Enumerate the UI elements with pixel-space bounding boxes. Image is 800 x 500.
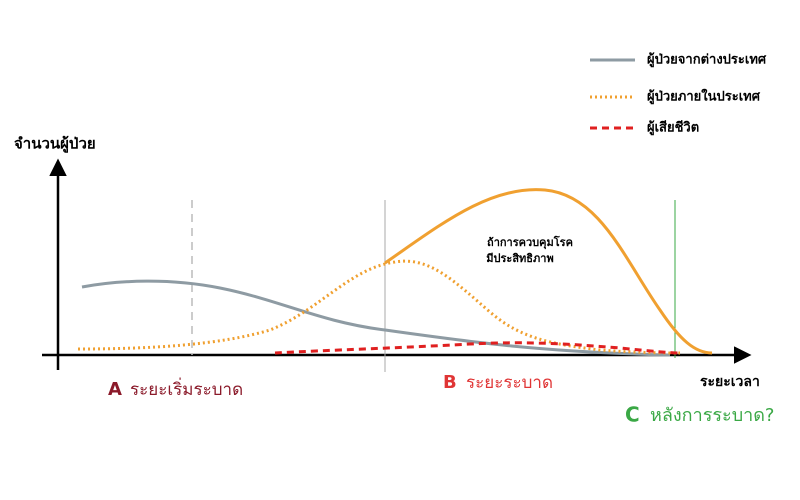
phase-letter: C: [625, 403, 640, 427]
y-axis-label: จำนวนผู้ป่วย: [14, 135, 96, 154]
phase-letter: B: [443, 372, 457, 393]
legend-label: ผู้ป่วยจากต่างประเทศ: [647, 52, 767, 68]
phase-label: ระยะระบาด: [466, 373, 553, 393]
annotation: ถ้าการควบคุมโรค: [487, 235, 573, 250]
annotation: มีประสิทธิภาพ: [486, 252, 553, 265]
phase-label: ระยะเริ่มระบาด: [130, 377, 243, 400]
local-cases-curve: [77, 259, 681, 355]
local-cases-uncontrolled-curve: [384, 188, 713, 355]
legend-label: ผู้ป่วยภายในประเทศ: [647, 88, 761, 105]
legend-label: ผู้เสียชีวิต: [647, 120, 699, 136]
phase-label: หลังการระบาด?: [650, 405, 774, 426]
deaths-curve: [274, 341, 681, 355]
x-axis-label: ระยะเวลา: [700, 374, 760, 390]
phase-letter: A: [108, 379, 122, 400]
imported-cases-curve: [81, 279, 671, 357]
